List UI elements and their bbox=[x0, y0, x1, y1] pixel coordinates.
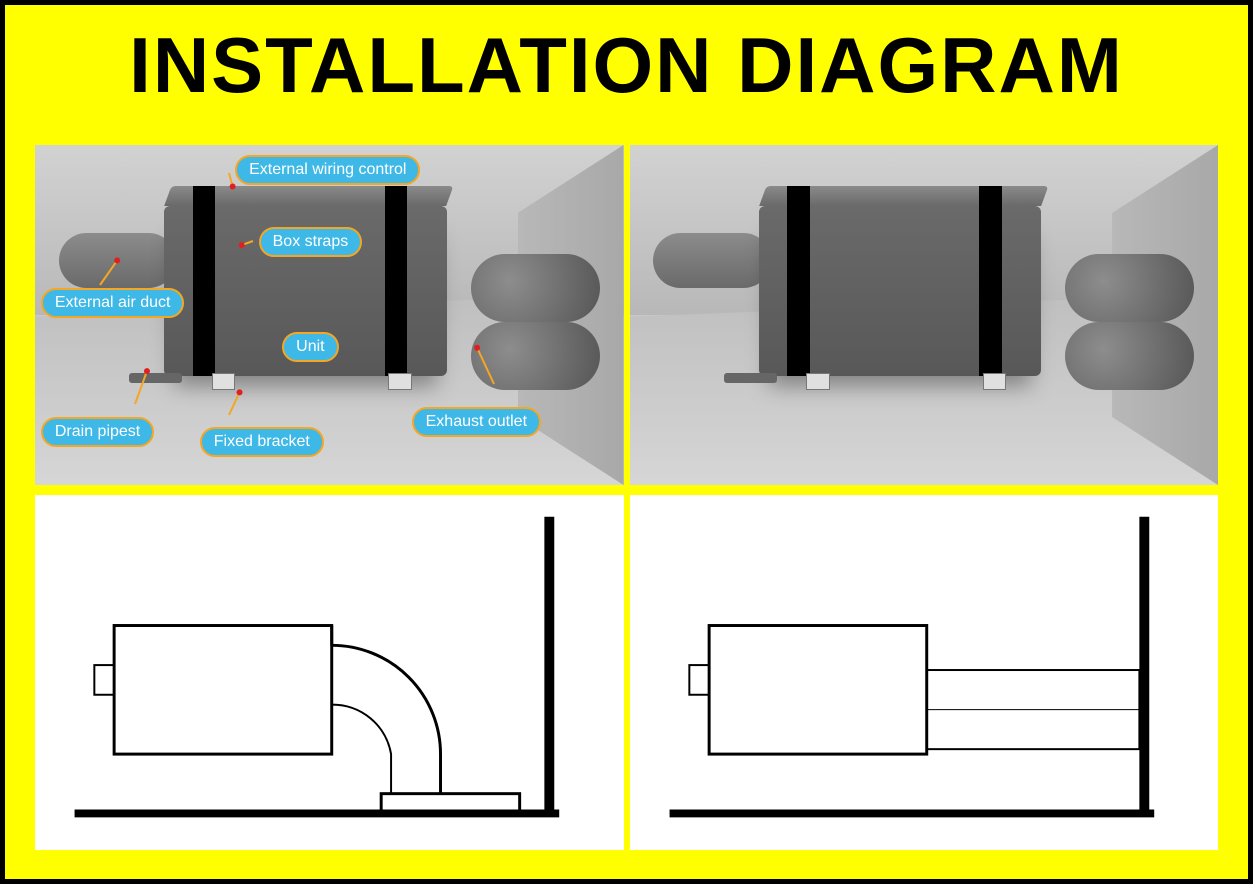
callout-box-straps: Box straps bbox=[259, 227, 363, 257]
fixed-bracket-1 bbox=[212, 373, 236, 390]
diagram-frame: INSTALLATION DIAGRAM bbox=[0, 0, 1253, 884]
box-strap-1 bbox=[193, 186, 216, 376]
callout-label: Exhaust outlet bbox=[426, 413, 527, 430]
exhaust-duct-upper bbox=[471, 254, 600, 322]
callout-external-air-duct: External air duct bbox=[41, 288, 185, 318]
callout-external-wiring: External wiring control bbox=[235, 155, 420, 185]
box-strap-2 bbox=[385, 186, 408, 376]
schematic-straight-svg bbox=[630, 495, 1219, 850]
schematic-elbow-svg bbox=[35, 495, 624, 850]
callout-label: Fixed bracket bbox=[214, 433, 310, 450]
schematic-row bbox=[35, 495, 1218, 850]
fixed-bracket-2 bbox=[388, 373, 412, 390]
callout-label: External air duct bbox=[55, 294, 171, 311]
callout-fixed-bracket: Fixed bracket bbox=[200, 427, 324, 457]
render-panel-annotated: External wiring control Box straps Exter… bbox=[35, 145, 624, 485]
callout-unit: Unit bbox=[282, 332, 338, 362]
render-scene bbox=[630, 145, 1219, 485]
callout-label: Drain pipest bbox=[55, 423, 140, 440]
callout-label: External wiring control bbox=[249, 161, 406, 178]
callout-label: Unit bbox=[296, 338, 324, 355]
page-title: INSTALLATION DIAGRAM bbox=[5, 5, 1248, 121]
callout-label: Box straps bbox=[273, 233, 349, 250]
callout-exhaust-outlet: Exhaust outlet bbox=[412, 407, 541, 437]
render-panel-plain bbox=[630, 145, 1219, 485]
render-row: External wiring control Box straps Exter… bbox=[35, 145, 1218, 485]
schematic-elbow bbox=[35, 495, 624, 850]
drain-pipe-shape bbox=[129, 373, 182, 383]
schematic-straight bbox=[630, 495, 1219, 850]
callout-drain-pipest: Drain pipest bbox=[41, 417, 154, 447]
